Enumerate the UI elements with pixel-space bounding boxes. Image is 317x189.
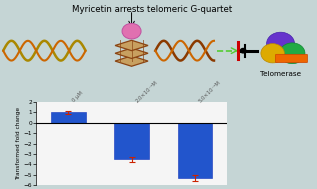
- Polygon shape: [115, 40, 148, 51]
- Bar: [51, 112, 86, 123]
- Circle shape: [267, 32, 294, 55]
- Text: 0 μM: 0 μM: [71, 91, 84, 103]
- Circle shape: [240, 48, 246, 53]
- Bar: [178, 123, 212, 178]
- Text: 2.0×10⁻⁹M: 2.0×10⁻⁹M: [135, 79, 159, 103]
- Circle shape: [280, 43, 305, 64]
- Circle shape: [261, 44, 284, 63]
- Polygon shape: [115, 48, 148, 58]
- FancyBboxPatch shape: [275, 54, 307, 63]
- Polygon shape: [115, 56, 148, 66]
- Text: Telomerase: Telomerase: [260, 71, 301, 77]
- Bar: [114, 123, 149, 159]
- Circle shape: [122, 23, 141, 39]
- Text: Myricetin arrests telomeric G-quartet: Myricetin arrests telomeric G-quartet: [72, 5, 232, 14]
- Text: 5.0×10⁻⁹M: 5.0×10⁻⁹M: [198, 79, 222, 103]
- Y-axis label: Transformed fold change: Transformed fold change: [16, 107, 21, 180]
